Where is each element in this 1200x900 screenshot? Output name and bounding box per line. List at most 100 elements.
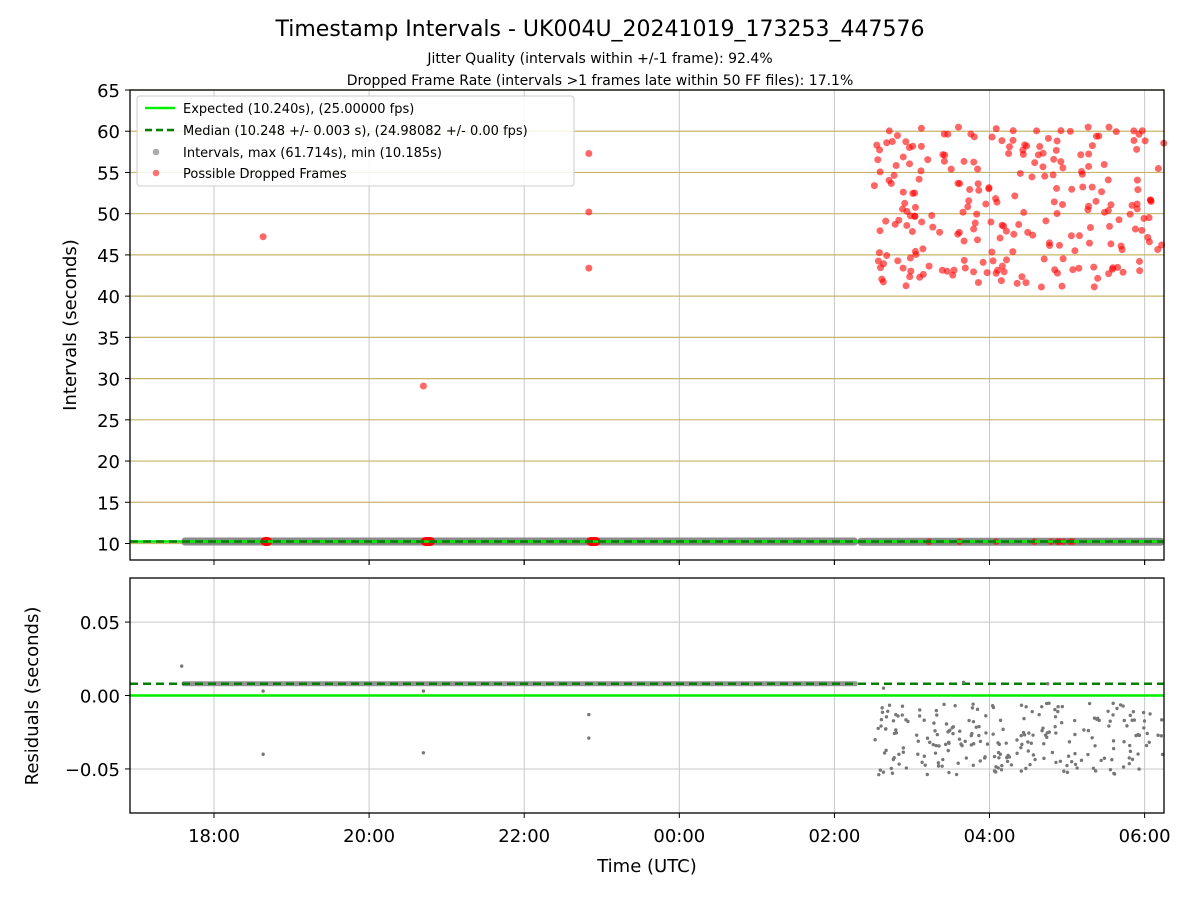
residual-point bbox=[1065, 763, 1069, 768]
dropped-frame-point bbox=[1106, 222, 1114, 230]
residual-point bbox=[881, 770, 886, 774]
dropped-frame-point bbox=[1145, 214, 1153, 222]
dropped-frame-point bbox=[1154, 165, 1162, 173]
dropped-frame-point bbox=[917, 142, 925, 150]
residual-point bbox=[978, 759, 982, 763]
residual-point bbox=[984, 714, 988, 718]
dropped-frame-point bbox=[1037, 283, 1045, 291]
dropped-frame-point bbox=[1042, 217, 1050, 225]
dropped-frame-point bbox=[876, 264, 884, 272]
residual-point bbox=[884, 727, 888, 731]
dropped-frame-point bbox=[970, 158, 978, 166]
legend: Expected (10.240s), (25.00000 fps) Media… bbox=[136, 95, 575, 187]
residual-point bbox=[1122, 739, 1126, 744]
x-axis-label: Time (UTC) bbox=[596, 856, 697, 877]
residual-point bbox=[920, 760, 924, 764]
residual-point bbox=[1030, 709, 1034, 714]
residual-point bbox=[956, 761, 960, 765]
residual-point bbox=[954, 772, 959, 777]
dropped-frame-point bbox=[998, 262, 1006, 270]
dropped-frame-point bbox=[1133, 145, 1141, 153]
dropped-frame-point bbox=[1013, 279, 1021, 287]
dropped-frame-point bbox=[1092, 197, 1100, 205]
residual-point bbox=[1079, 758, 1084, 763]
dropped-frame-point bbox=[1090, 263, 1098, 271]
dropped-frame-point bbox=[1021, 141, 1029, 149]
residual-point-2 bbox=[261, 752, 265, 756]
dropped-frame-point bbox=[1050, 198, 1058, 206]
residual-point bbox=[969, 743, 974, 747]
dropped-frame-point bbox=[960, 237, 968, 245]
dropped-frame-point bbox=[908, 227, 916, 235]
intervals-y-tick-label-11: 65 bbox=[97, 81, 120, 102]
dropped-frame-point bbox=[1071, 247, 1079, 255]
residual-point bbox=[884, 748, 888, 753]
residual-point bbox=[934, 743, 938, 748]
residual-point bbox=[944, 722, 949, 726]
dropped-frame-point bbox=[1059, 255, 1067, 263]
dropped-frame-point bbox=[970, 225, 978, 233]
legend-dropped-label: Possible Dropped Frames bbox=[183, 167, 347, 182]
dropped-frame-point bbox=[1135, 130, 1143, 138]
residual-point bbox=[1031, 733, 1035, 737]
dropped-frame-point-0 bbox=[259, 233, 267, 241]
residual-point bbox=[942, 702, 946, 707]
residual-point bbox=[1128, 749, 1133, 754]
residual-point bbox=[946, 730, 950, 734]
residual-point bbox=[904, 766, 909, 770]
intervals-y-tick-label-3: 25 bbox=[97, 411, 120, 432]
residual-point bbox=[897, 752, 901, 756]
residual-point bbox=[873, 737, 877, 742]
dropped-frame-point bbox=[1020, 208, 1028, 216]
residual-point bbox=[940, 764, 944, 768]
residual-point bbox=[1082, 728, 1086, 732]
dropped-frame-point bbox=[1131, 225, 1139, 233]
residual-point-7 bbox=[881, 686, 886, 690]
residual-point bbox=[933, 729, 937, 733]
dropped-frame-point bbox=[1119, 268, 1127, 276]
residual-point bbox=[880, 706, 884, 710]
residual-point-8 bbox=[961, 680, 966, 684]
residual-point bbox=[1128, 743, 1132, 748]
residual-point bbox=[1005, 759, 1010, 764]
residual-point bbox=[1009, 763, 1014, 767]
dropped-frame-point bbox=[1107, 240, 1115, 248]
residual-point bbox=[994, 765, 998, 769]
dropped-frame-point bbox=[1019, 150, 1027, 158]
dropped-frame-point bbox=[893, 132, 901, 140]
intervals-y-tick-label-8: 50 bbox=[97, 205, 120, 226]
dropped-frame-point bbox=[887, 179, 895, 187]
dropped-frame-point bbox=[899, 153, 907, 161]
dropped-frame-point bbox=[903, 221, 911, 229]
residual-point bbox=[887, 703, 892, 707]
residual-point bbox=[953, 704, 957, 708]
dropped-frame-point bbox=[988, 133, 996, 141]
residual-point bbox=[1127, 761, 1132, 766]
dropped-frame-point bbox=[1009, 127, 1017, 135]
dropped-frame-point bbox=[1028, 173, 1036, 181]
dropped-frame-point bbox=[894, 257, 902, 265]
residual-point bbox=[958, 729, 962, 733]
residual-point bbox=[904, 718, 908, 722]
residual-point bbox=[1022, 733, 1027, 737]
intervals-axes-frame bbox=[129, 89, 1165, 561]
residual-point bbox=[1040, 704, 1044, 709]
residual-point bbox=[975, 707, 980, 712]
residual-point bbox=[1095, 716, 1100, 721]
residual-point bbox=[1019, 769, 1023, 773]
residuals-y-tick-label-2: −0.05 bbox=[65, 760, 120, 781]
residual-point bbox=[1053, 724, 1057, 729]
dropped-frame-point bbox=[1041, 172, 1049, 180]
dropped-frame-point bbox=[1024, 228, 1032, 236]
residuals-x-tick-label-2: 22:00 bbox=[498, 826, 550, 847]
legend-box bbox=[136, 95, 575, 187]
residual-point bbox=[933, 751, 938, 755]
residual-point bbox=[950, 726, 954, 730]
residual-point bbox=[1015, 751, 1019, 756]
residual-point bbox=[932, 721, 936, 725]
residual-point bbox=[1062, 769, 1066, 773]
residual-point bbox=[997, 756, 1001, 760]
dropped-frame-point bbox=[1105, 123, 1113, 131]
dropped-frame-point bbox=[979, 258, 987, 266]
